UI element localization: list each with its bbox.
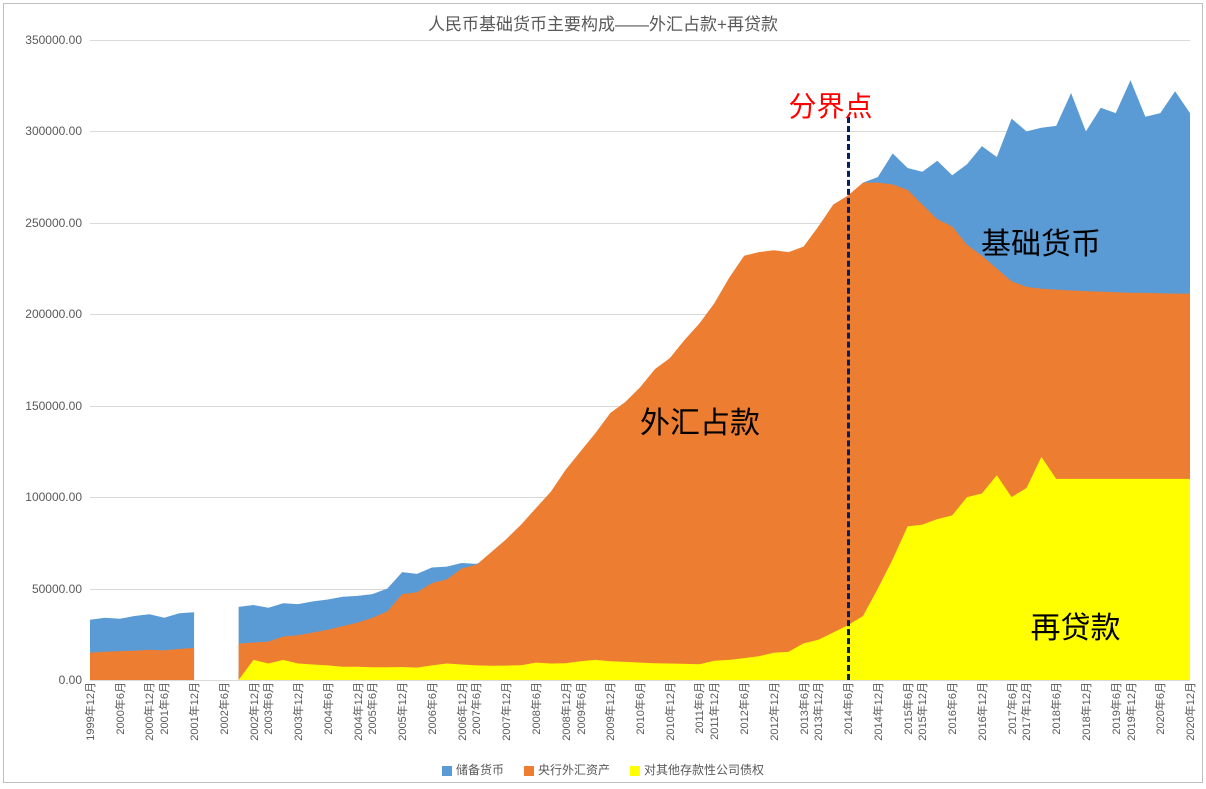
x-axis-label: 2015年12月 xyxy=(914,682,930,741)
x-axis-label: 2012年6月 xyxy=(736,682,752,735)
y-axis-label: 50000.00 xyxy=(12,582,82,596)
x-axis-label: 2003年6月 xyxy=(260,682,276,735)
legend-item: 储备货币 xyxy=(442,761,504,778)
x-axis-label: 2001年6月 xyxy=(156,682,172,735)
annotation-label: 基础货币 xyxy=(981,219,1101,263)
x-axis-label: 2018年12月 xyxy=(1078,682,1094,741)
x-axis-label: 2007年12月 xyxy=(498,682,514,741)
x-axis-label: 2014年12月 xyxy=(870,682,886,741)
x-axis-label: 2019年12月 xyxy=(1123,682,1139,741)
x-axis-label: 2005年6月 xyxy=(364,682,380,735)
chart-svg xyxy=(90,40,1190,680)
x-axis-label: 2016年6月 xyxy=(944,682,960,735)
x-axis-label: 1999年12月 xyxy=(82,682,98,741)
x-axis-label: 2008年12月 xyxy=(558,682,574,741)
legend-item: 对其他存款性公司债权 xyxy=(630,761,764,778)
legend-swatch xyxy=(442,766,452,776)
x-axis-label: 2009年6月 xyxy=(573,682,589,735)
annotation-label: 再贷款 xyxy=(1031,603,1121,647)
x-axis-label: 2002年6月 xyxy=(216,682,232,735)
annotation-label: 外汇占款 xyxy=(640,398,760,442)
y-axis-label: 100000.00 xyxy=(12,490,82,504)
legend-label: 储备货币 xyxy=(456,763,504,777)
legend-item: 央行外汇资产 xyxy=(524,761,610,778)
x-axis-label: 2003年12月 xyxy=(290,682,306,741)
y-axis-label: 250000.00 xyxy=(12,216,82,230)
x-axis-label: 2012年12月 xyxy=(766,682,782,741)
legend: 储备货币 央行外汇资产 对其他存款性公司债权 xyxy=(4,761,1202,778)
x-axis-label: 2013年12月 xyxy=(810,682,826,741)
chart-title: 人民币基础货币主要构成——外汇占款+再贷款 xyxy=(4,10,1202,35)
x-axis-label: 2008年6月 xyxy=(528,682,544,735)
x-axis-label: 2010年6月 xyxy=(632,682,648,735)
legend-swatch xyxy=(524,766,534,776)
divider-line xyxy=(847,117,850,680)
x-axis-label: 2017年12月 xyxy=(1018,682,1034,741)
x-axis-label: 2007年6月 xyxy=(468,682,484,735)
x-axis-label: 2005年12月 xyxy=(394,682,410,741)
y-axis-label: 0.00 xyxy=(12,673,82,687)
x-axis-label: 2006年6月 xyxy=(424,682,440,735)
x-axis-label: 2016年12月 xyxy=(974,682,990,741)
x-axis-label: 2011年12月 xyxy=(706,682,722,740)
legend-label: 对其他存款性公司债权 xyxy=(644,763,764,777)
x-axis-label: 2014年6月 xyxy=(840,682,856,735)
x-axis-label: 2000年6月 xyxy=(112,682,128,735)
chart-frame: 人民币基础货币主要构成——外汇占款+再贷款 0.0050000.00100000… xyxy=(3,3,1203,783)
x-axis-label: 2001年12月 xyxy=(186,682,202,741)
legend-label: 央行外汇资产 xyxy=(538,763,610,777)
x-axis-label: 2004年6月 xyxy=(320,682,336,735)
legend-swatch xyxy=(630,766,640,776)
x-axis-label: 2009年12月 xyxy=(602,682,618,741)
plot-area: 0.0050000.00100000.00150000.00200000.002… xyxy=(90,40,1190,680)
x-axis-labels: 1999年12月2000年6月2000年12月2001年6月2001年12月20… xyxy=(90,682,1190,762)
x-axis-label: 2020年12月 xyxy=(1182,682,1198,741)
x-axis-label: 2019年6月 xyxy=(1108,682,1124,735)
y-axis-label: 150000.00 xyxy=(12,399,82,413)
y-axis-label: 350000.00 xyxy=(12,33,82,47)
y-axis-label: 200000.00 xyxy=(12,307,82,321)
annotation-label: 分界点 xyxy=(789,85,873,125)
y-axis-label: 300000.00 xyxy=(12,124,82,138)
x-axis-label: 2018年6月 xyxy=(1048,682,1064,735)
series-area xyxy=(90,648,194,680)
x-axis-label: 2020年6月 xyxy=(1152,682,1168,735)
x-axis-label: 2010年12月 xyxy=(662,682,678,741)
